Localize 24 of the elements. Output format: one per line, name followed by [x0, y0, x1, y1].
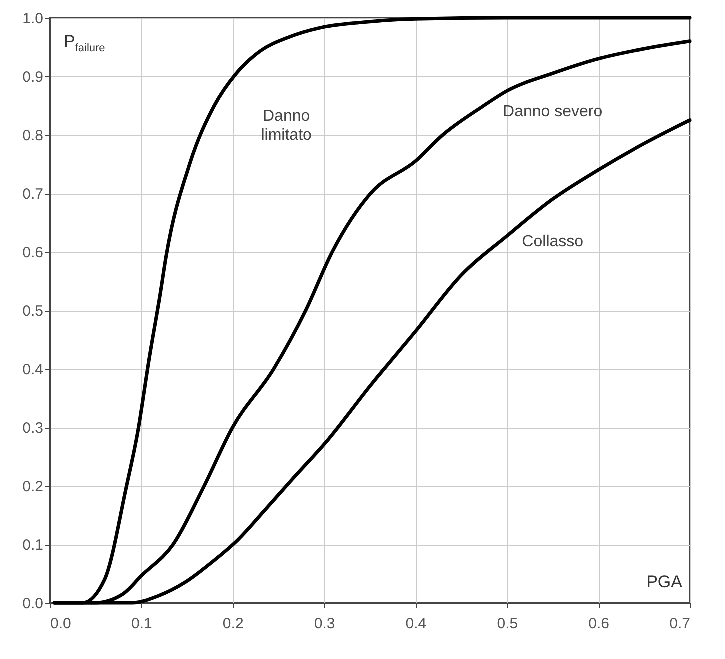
y-tick-label: 0.0 [22, 596, 44, 612]
y-tick-label: 0.4 [22, 362, 44, 378]
x-tick-label: 0.6 [588, 616, 610, 632]
x-tick-label: 0.2 [222, 616, 244, 632]
x-tick-label: 0.4 [406, 616, 427, 632]
x-tick-label: 0.0 [50, 616, 72, 632]
y-tick-label: 1.0 [22, 10, 44, 28]
y-axis-title: P$_{failure}$ [64, 32, 106, 54]
y-tick-label: 0.5 [22, 303, 44, 320]
y-tick-label: 0.2 [22, 478, 44, 496]
y-tick-label: 0.9 [22, 69, 44, 86]
x-tick-label: 0.3 [314, 616, 336, 632]
x-tick-label: 0.5 [497, 616, 518, 632]
x-tick-label: 0.7 [670, 616, 690, 632]
y-tick-label: 0.7 [22, 186, 44, 203]
y-tick-label: 0.1 [22, 537, 44, 554]
text: Danno limitato [261, 108, 312, 144]
y-tick-label: 0.3 [22, 420, 44, 437]
series-label: Danno severo [503, 104, 603, 121]
x-tick-label: 0.1 [132, 616, 152, 632]
y-tick-label: 0.6 [22, 244, 44, 262]
x-axis-title: PGA [646, 572, 684, 592]
y-tick-label: 0.8 [22, 128, 44, 144]
series-label: Collasso [522, 233, 584, 250]
